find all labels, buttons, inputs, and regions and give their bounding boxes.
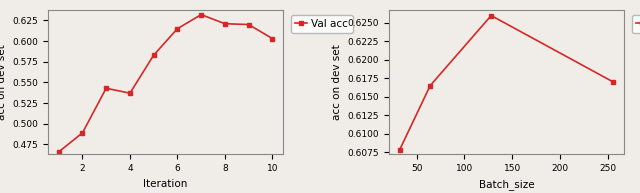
Val acc (126, 92, 134, 94)
Val acc (396, 149, 403, 151)
X-axis label: Iteration: Iteration (143, 179, 188, 189)
Val acc (102, 87, 110, 89)
Val acc (55, 151, 63, 153)
Val acc (173, 28, 181, 30)
Line: Val acc: Val acc (56, 12, 275, 154)
Line: Val acc: Val acc (397, 13, 616, 152)
Val acc (245, 23, 253, 26)
Val acc (269, 37, 276, 40)
X-axis label: Batch_size: Batch_size (479, 179, 534, 190)
Val acc (150, 54, 157, 56)
Val acc (487, 14, 495, 17)
Legend: Val acc: Val acc (291, 15, 353, 33)
Y-axis label: acc on dev set: acc on dev set (332, 44, 342, 120)
Val acc (221, 23, 228, 25)
Legend: Val acc: Val acc (632, 15, 640, 33)
Val acc (197, 14, 205, 16)
Val acc (426, 85, 434, 87)
Val acc (609, 81, 617, 83)
Y-axis label: acc on dev set: acc on dev set (0, 44, 7, 120)
Val acc (79, 132, 86, 134)
